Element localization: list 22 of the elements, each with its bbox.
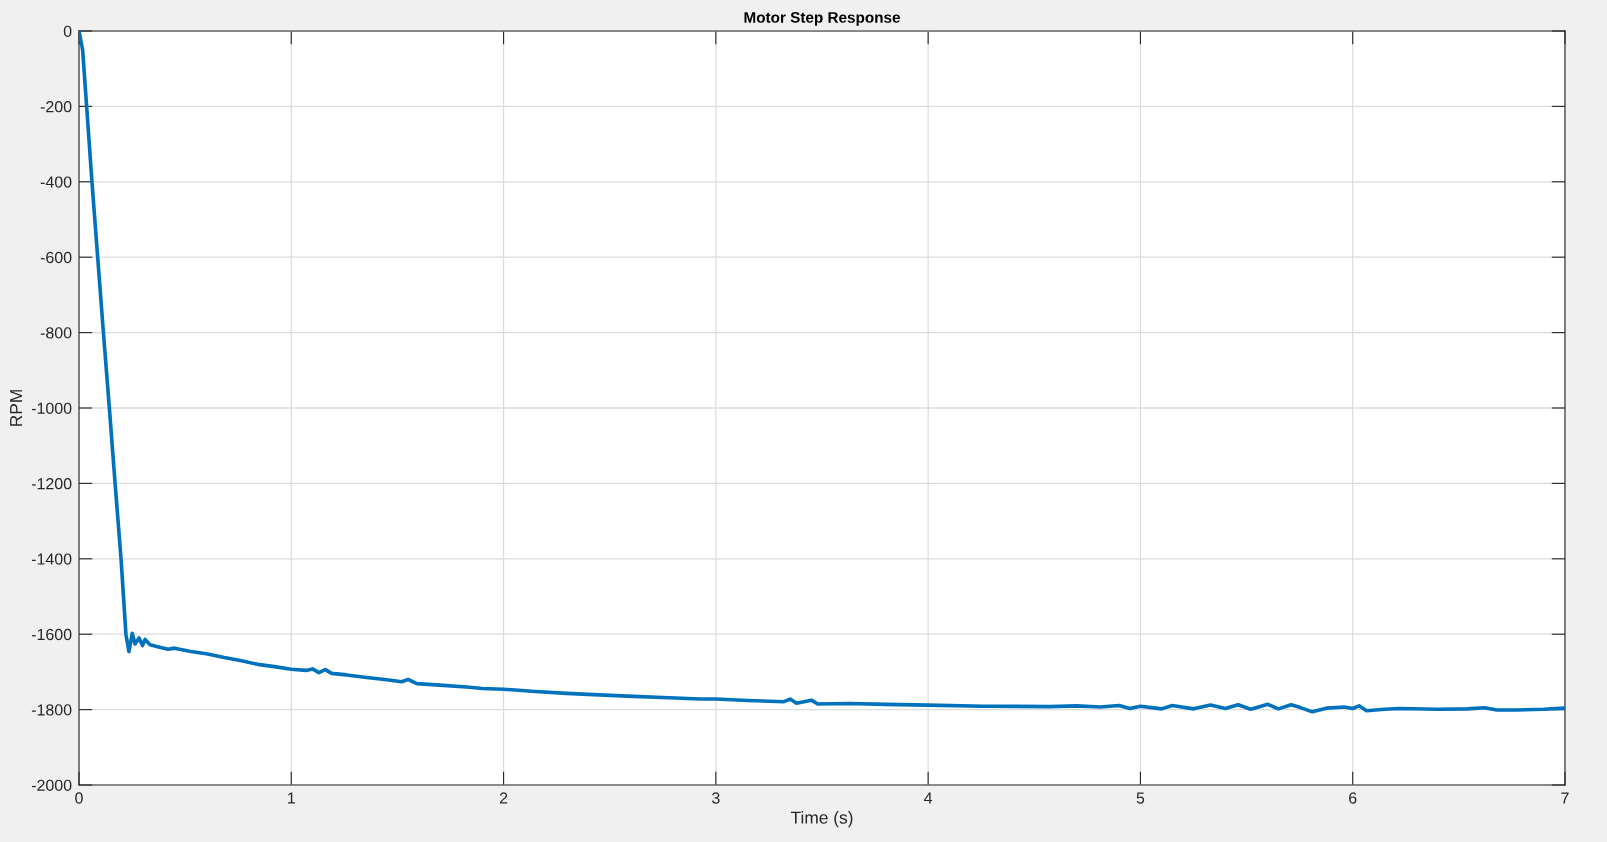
y-tick-label: -1600 [31, 628, 72, 641]
y-tick-label: -800 [40, 327, 72, 339]
y-tick-label: -1400 [31, 553, 72, 565]
x-axis-title: Time (s) [790, 811, 853, 828]
y-tick-label: -2000 [31, 779, 72, 791]
y-axis-title: RPM [10, 390, 23, 426]
y-tick-label: -1000 [31, 402, 72, 414]
x-tick-label: 6 [1349, 792, 1357, 804]
y-tick-label: 0 [63, 25, 72, 37]
x-tick-label: 3 [712, 792, 720, 804]
y-tick-label: -400 [40, 176, 72, 188]
y-tick-label: -1800 [31, 704, 72, 716]
x-tick-label: 5 [1136, 792, 1145, 804]
x-tick-label: 2 [499, 792, 508, 804]
chart-title: Motor Step Response [744, 12, 900, 26]
x-tick-label: 0 [75, 792, 83, 804]
y-tick-label: -600 [40, 251, 72, 264]
x-tick-label: 1 [288, 792, 295, 804]
x-tick-label: 7 [1561, 792, 1569, 804]
y-tick-label: -200 [40, 101, 72, 113]
x-tick-label: 4 [924, 792, 933, 804]
y-tick-label: -1200 [31, 478, 72, 490]
